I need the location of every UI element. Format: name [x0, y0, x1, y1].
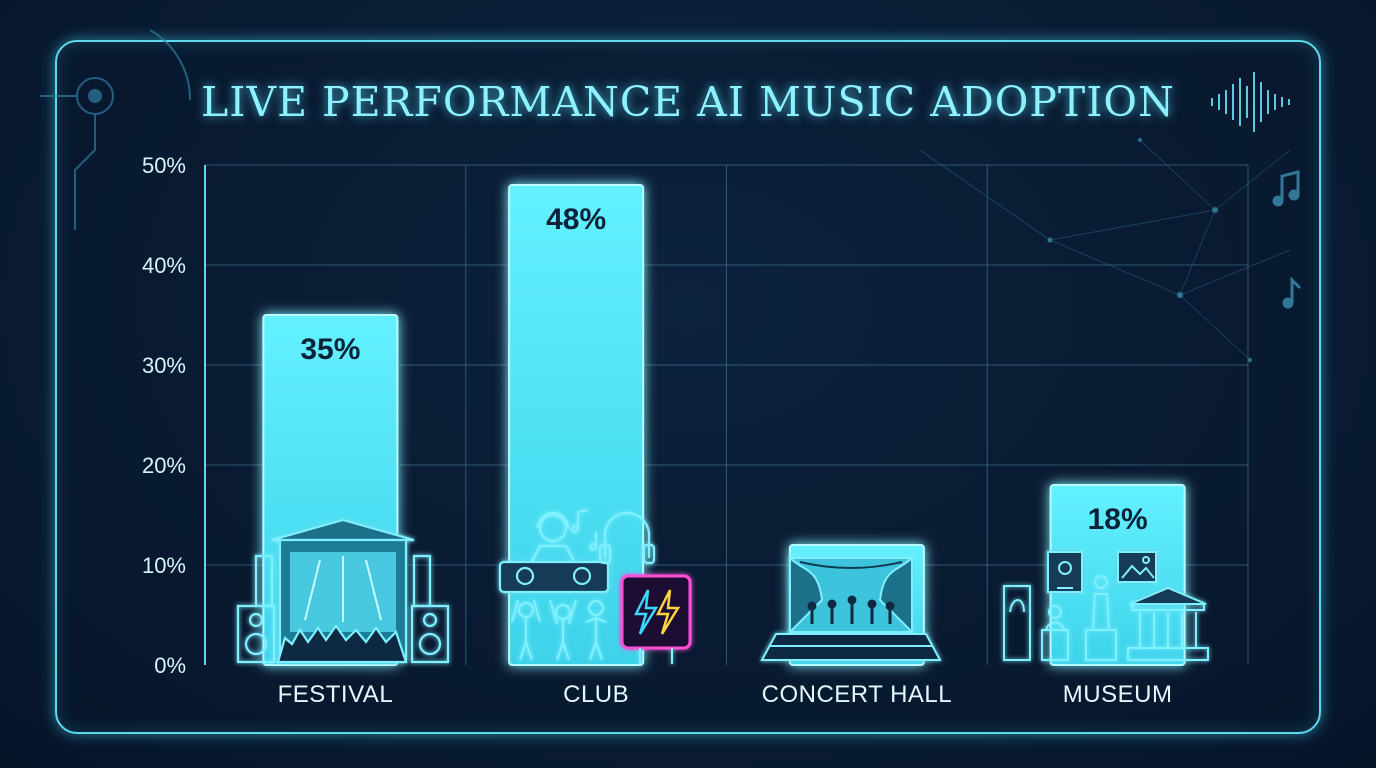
- y-tick-label: 50%: [142, 153, 186, 178]
- lightning-sign-icon: [620, 574, 692, 664]
- x-axis: FESTIVAL CLUB CONCERT HALL MUSEUM: [278, 681, 1173, 708]
- data-label: 48%: [546, 203, 606, 236]
- data-label: 18%: [1088, 503, 1148, 536]
- circuit-decoration: [40, 29, 192, 230]
- constellation-decoration: [919, 137, 1291, 363]
- museum-icon: [1003, 551, 1209, 661]
- music-note-icon: [1272, 170, 1302, 309]
- y-tick-label: 20%: [142, 453, 186, 478]
- x-tick-label: CONCERT HALL: [762, 681, 953, 708]
- festival-stage-icon: [236, 518, 450, 664]
- sound-wave-icon: [1211, 72, 1290, 132]
- y-tick-label: 30%: [142, 353, 186, 378]
- concert-hall-stage-icon: [760, 555, 942, 661]
- x-tick-label: MUSEUM: [1063, 681, 1173, 708]
- chart-title: LIVE PERFORMANCE AI MUSIC ADOPTION: [201, 78, 1175, 126]
- x-tick-label: CLUB: [563, 681, 629, 708]
- x-tick-label: FESTIVAL: [278, 681, 394, 708]
- y-tick-label: 10%: [142, 553, 186, 578]
- y-tick-label: 0%: [154, 653, 186, 678]
- y-tick-label: 40%: [142, 253, 186, 278]
- data-label: 35%: [300, 333, 360, 366]
- y-axis: 0% 10% 20% 30% 40% 50%: [142, 153, 186, 678]
- dj-club-icon: [498, 508, 656, 661]
